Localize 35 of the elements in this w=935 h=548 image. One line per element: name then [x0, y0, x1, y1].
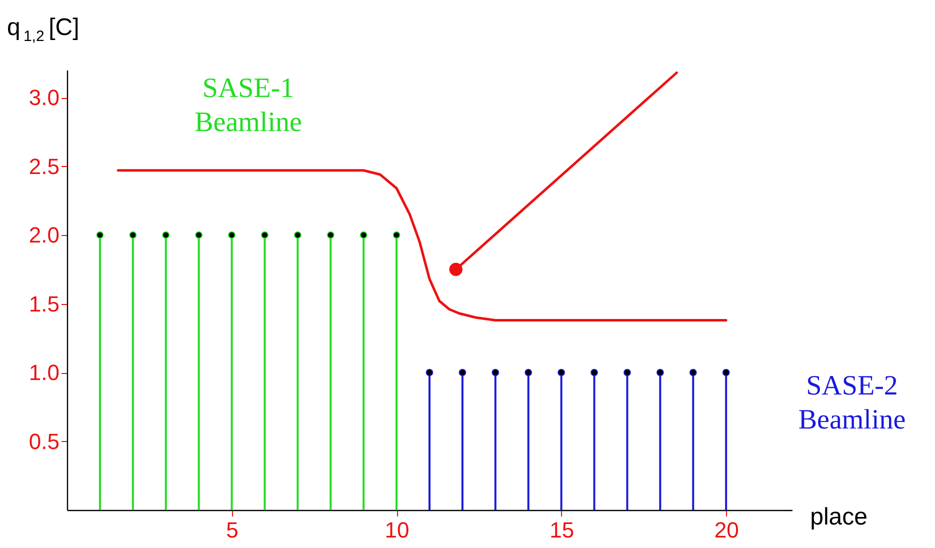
text: SASE-2 Beamline — [798, 370, 906, 436]
x-tick-label: 10 — [384, 518, 410, 542]
x-axis-title: place — [810, 504, 868, 530]
x-tick-label: 15 — [550, 518, 574, 542]
y-tick-label: 2.0 — [28, 222, 60, 248]
point — [492, 368, 500, 376]
point — [656, 368, 664, 376]
point — [261, 231, 268, 239]
y-tick-label: 1.0 — [28, 360, 60, 385]
point — [426, 368, 434, 376]
point — [689, 368, 697, 376]
point — [294, 231, 302, 239]
y-tick-label: 1.5 — [28, 291, 60, 316]
x-tick-label: 5 — [226, 518, 238, 542]
point — [392, 231, 400, 239]
point — [722, 368, 730, 376]
point — [129, 231, 137, 239]
point — [326, 231, 334, 239]
point — [458, 368, 466, 376]
point — [162, 231, 170, 239]
point — [195, 231, 202, 239]
point — [624, 368, 631, 376]
point — [590, 368, 598, 376]
point — [360, 231, 368, 239]
text: SASE-1 Beamline — [194, 73, 302, 138]
point — [524, 368, 532, 376]
y-tick-label: 0.5 — [28, 428, 60, 454]
line-series — [116, 169, 728, 322]
point — [449, 262, 462, 276]
point — [96, 231, 104, 239]
point — [228, 231, 236, 239]
y-tick-label: 3.0 — [28, 85, 60, 110]
x-tick-label: 20 — [714, 518, 739, 542]
y-tick-label: 2.5 — [28, 154, 60, 179]
point — [558, 368, 565, 376]
